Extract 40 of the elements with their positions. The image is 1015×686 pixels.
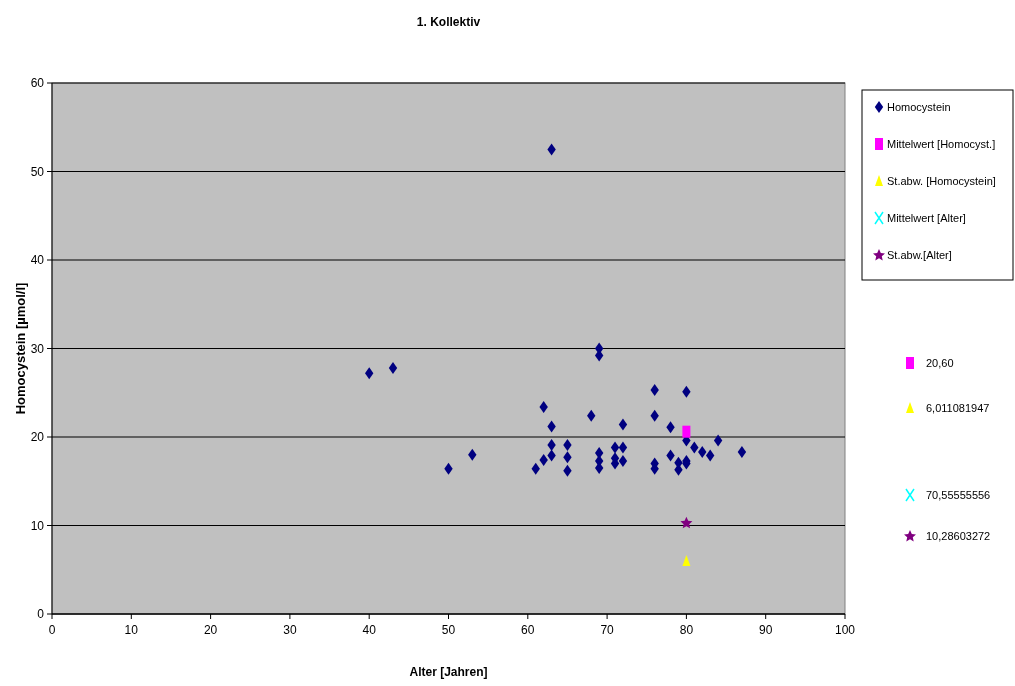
- legend-label: St.abw. [Homocystein]: [887, 175, 996, 187]
- x-tick-label: 30: [283, 623, 297, 637]
- point: [682, 554, 691, 566]
- text: 20,60: [926, 357, 954, 369]
- x-tick-label: 0: [48, 623, 56, 637]
- x-tick-label: 100: [834, 623, 856, 637]
- y-tick-label: 30: [30, 341, 45, 356]
- x-tick-label: 70: [600, 623, 615, 637]
- x-tick-label: 60: [521, 623, 535, 637]
- x-tick-label: 20: [203, 623, 218, 637]
- x-tick-label: 40: [362, 623, 377, 637]
- point: [388, 361, 398, 374]
- point: [618, 441, 628, 454]
- chart-title: 1. Kollektiv: [416, 15, 481, 29]
- text: 6,011081947: [926, 402, 990, 414]
- point: [610, 441, 620, 454]
- point: [618, 418, 628, 431]
- point: [737, 446, 747, 459]
- y-tick-label: 0: [37, 607, 45, 621]
- text: 70,55555556: [926, 489, 991, 501]
- legend-label: Mittelwert [Alter]: [887, 212, 966, 224]
- x-tick-label: 10: [124, 623, 139, 637]
- y-axis-title: Homocystein [µmol/l]: [13, 282, 28, 415]
- y-tick-label: 40: [30, 253, 45, 267]
- legend-label: Mittelwert [Homocyst.]: [887, 138, 996, 150]
- point: [680, 516, 693, 529]
- point: [705, 449, 715, 462]
- legend-label: Homocystein: [887, 101, 951, 113]
- legend-label: St.abw.[Alter]: [887, 249, 952, 261]
- x-tick-label: 90: [759, 623, 773, 637]
- point: [618, 454, 628, 467]
- x-axis-title: Alter [Jahren]: [409, 665, 488, 679]
- y-tick-label: 20: [30, 430, 45, 444]
- x-tick-label: 50: [441, 623, 456, 637]
- point: [713, 434, 723, 447]
- text: 10,28603272: [926, 530, 991, 542]
- x-tick-label: 80: [679, 623, 694, 637]
- y-tick-label: 10: [30, 518, 45, 533]
- y-tick-label: 50: [30, 164, 45, 179]
- y-tick-label: 60: [30, 76, 45, 90]
